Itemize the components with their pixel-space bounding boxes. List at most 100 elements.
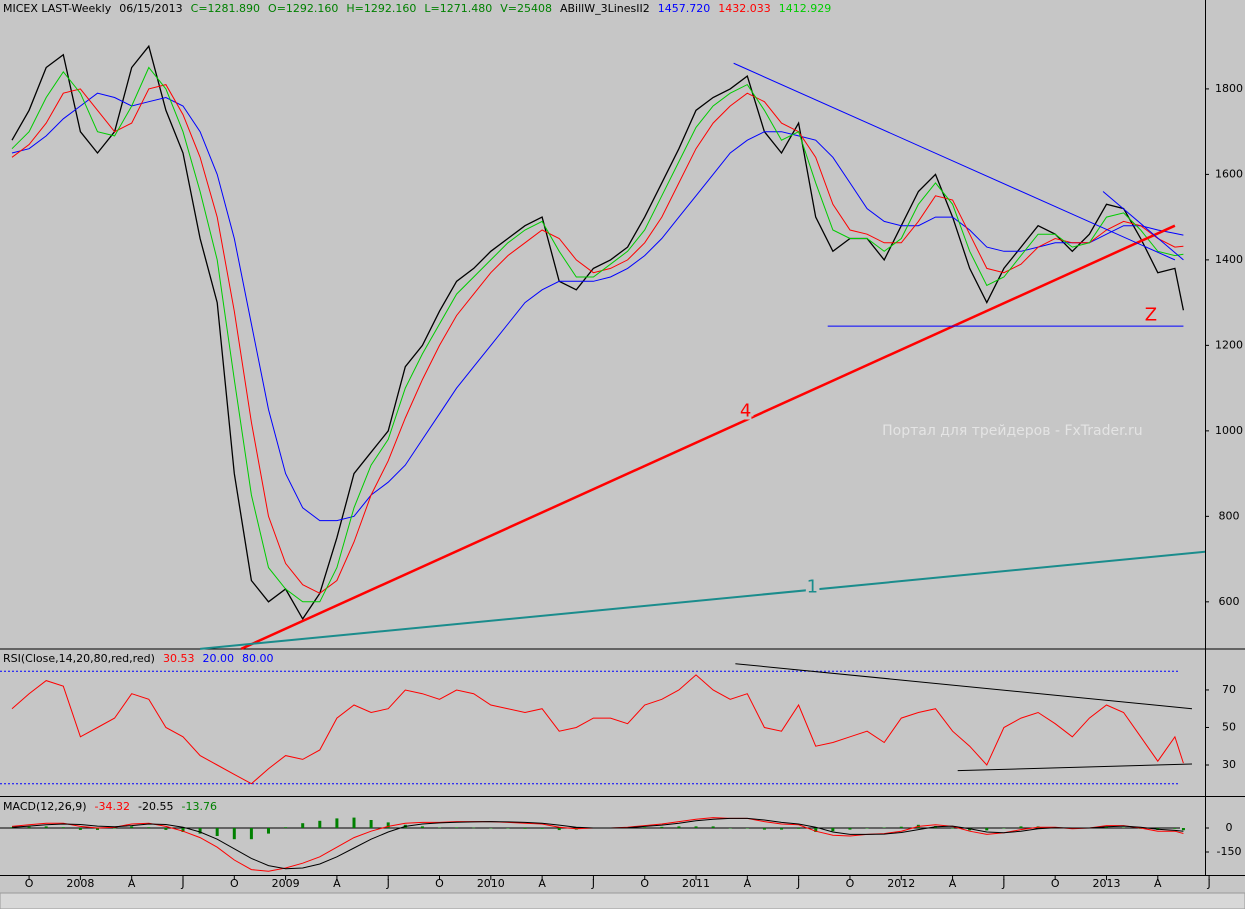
histogram-bar — [848, 828, 852, 830]
x-tick-label: A — [744, 877, 752, 890]
header-value: ABillW_3LinesII2 — [560, 2, 650, 15]
histogram-bar — [557, 828, 561, 831]
trendline — [957, 763, 1192, 772]
y-tick-label: 50 — [1222, 720, 1236, 733]
histogram-bar — [95, 828, 99, 830]
histogram-bar — [232, 828, 236, 840]
scrollbar — [0, 892, 1245, 909]
series-line — [11, 66, 1184, 603]
histogram-bar — [1002, 828, 1006, 829]
y-tick-label: 800 — [1219, 509, 1240, 522]
annotation: Портал для трейдеров - FxTrader.ru — [882, 423, 1143, 439]
annotation: 1 — [807, 577, 818, 598]
header-value: 1432.033 — [718, 2, 771, 15]
histogram-bar — [745, 828, 749, 829]
histogram-bar — [284, 827, 288, 828]
x-tick-label: O — [640, 877, 649, 890]
trendline — [735, 663, 1193, 710]
series-line — [11, 674, 1184, 785]
panel-header: RSI(Close,14,20,80,red,red) 30.53 20.00 80.… — [3, 652, 273, 665]
histogram-bar — [61, 827, 65, 828]
histogram-bar — [643, 827, 647, 828]
panel-title: MICEX LAST-Weekly — [3, 2, 112, 15]
header-value: 06/15/2013 — [119, 2, 182, 15]
histogram-bar — [951, 828, 955, 829]
histogram-bar — [369, 820, 373, 828]
x-tick-label: A — [1154, 877, 1162, 890]
x-tick-label: O — [1051, 877, 1060, 890]
histogram-bar — [147, 827, 151, 828]
panel-header: MACD(12,26,9) -34.32 -20.55 -13.76 — [3, 800, 217, 813]
trendline — [1102, 191, 1184, 261]
header-value: C=1281.890 — [191, 2, 260, 15]
histogram-bar — [27, 826, 31, 828]
histogram-bar — [249, 828, 253, 840]
histogram-bar — [1181, 828, 1185, 831]
x-tick-label: O — [846, 877, 855, 890]
y-tick-label: 1000 — [1215, 424, 1243, 437]
histogram-bar — [1019, 826, 1023, 828]
series-line — [11, 92, 1184, 522]
x-tick-label: A — [538, 877, 546, 890]
histogram-bar — [814, 828, 818, 832]
header-value: 20.00 — [202, 652, 234, 665]
histogram-bar — [130, 826, 134, 828]
y-tick-label: 1600 — [1215, 167, 1243, 180]
header-value: -20.55 — [138, 800, 173, 813]
x-tick-label: 2009 — [272, 877, 300, 890]
histogram-bar — [386, 822, 390, 828]
header-value: H=1292.160 — [346, 2, 416, 15]
y-tick-label: 1800 — [1215, 82, 1243, 95]
histogram-bar — [215, 828, 219, 836]
x-tick-label: 2012 — [887, 877, 915, 890]
histogram-bar — [831, 828, 835, 832]
trendline — [733, 62, 1176, 261]
header-value: -34.32 — [95, 800, 130, 813]
histogram-bar — [660, 826, 664, 828]
header-value: 1457.720 — [658, 2, 711, 15]
histogram-bar — [1122, 827, 1126, 829]
annotation: Z — [1145, 304, 1157, 325]
x-tick-label: 2010 — [477, 877, 505, 890]
panel-title: RSI(Close,14,20,80,red,red) — [3, 652, 155, 665]
panel — [0, 663, 1193, 785]
x-tick-label: J — [796, 877, 800, 890]
panel — [0, 817, 1185, 872]
header-value: L=1271.480 — [424, 2, 492, 15]
histogram-bar — [335, 818, 339, 828]
x-tick-label: A — [128, 877, 136, 890]
histogram-bar — [472, 827, 476, 829]
histogram-bar — [44, 826, 48, 828]
x-tick-label: J — [1206, 877, 1210, 890]
histogram-bar — [728, 828, 732, 829]
histogram-bar — [420, 826, 424, 828]
y-tick-label: 600 — [1219, 595, 1240, 608]
y-tick-label: 0 — [1226, 821, 1233, 834]
x-tick-label: O — [230, 877, 239, 890]
histogram-bar — [506, 828, 510, 829]
trendline — [199, 550, 1205, 650]
panel-header: MICEX LAST-Weekly 06/15/2013 C=1281.890 O=1… — [3, 2, 831, 15]
histogram-bar — [266, 828, 270, 834]
header-value: 80.00 — [242, 652, 274, 665]
series-line — [11, 817, 1184, 870]
x-tick-label: J — [591, 877, 595, 890]
y-tick-label: 1400 — [1215, 253, 1243, 266]
histogram-bar — [797, 828, 801, 829]
x-tick-label: A — [949, 877, 957, 890]
histogram-bar — [301, 823, 305, 828]
x-tick-label: J — [180, 877, 184, 890]
histogram-bar — [318, 820, 322, 828]
histogram-bar — [762, 828, 766, 830]
histogram-bar — [352, 817, 356, 828]
header-value: 30.53 — [163, 652, 195, 665]
panel — [11, 44, 1205, 650]
histogram-bar — [540, 828, 544, 829]
histogram-bar — [694, 826, 698, 828]
x-tick-label: A — [333, 877, 341, 890]
y-tick-label: 70 — [1222, 683, 1236, 696]
histogram-bar — [780, 828, 784, 830]
histogram-bar — [985, 828, 989, 831]
